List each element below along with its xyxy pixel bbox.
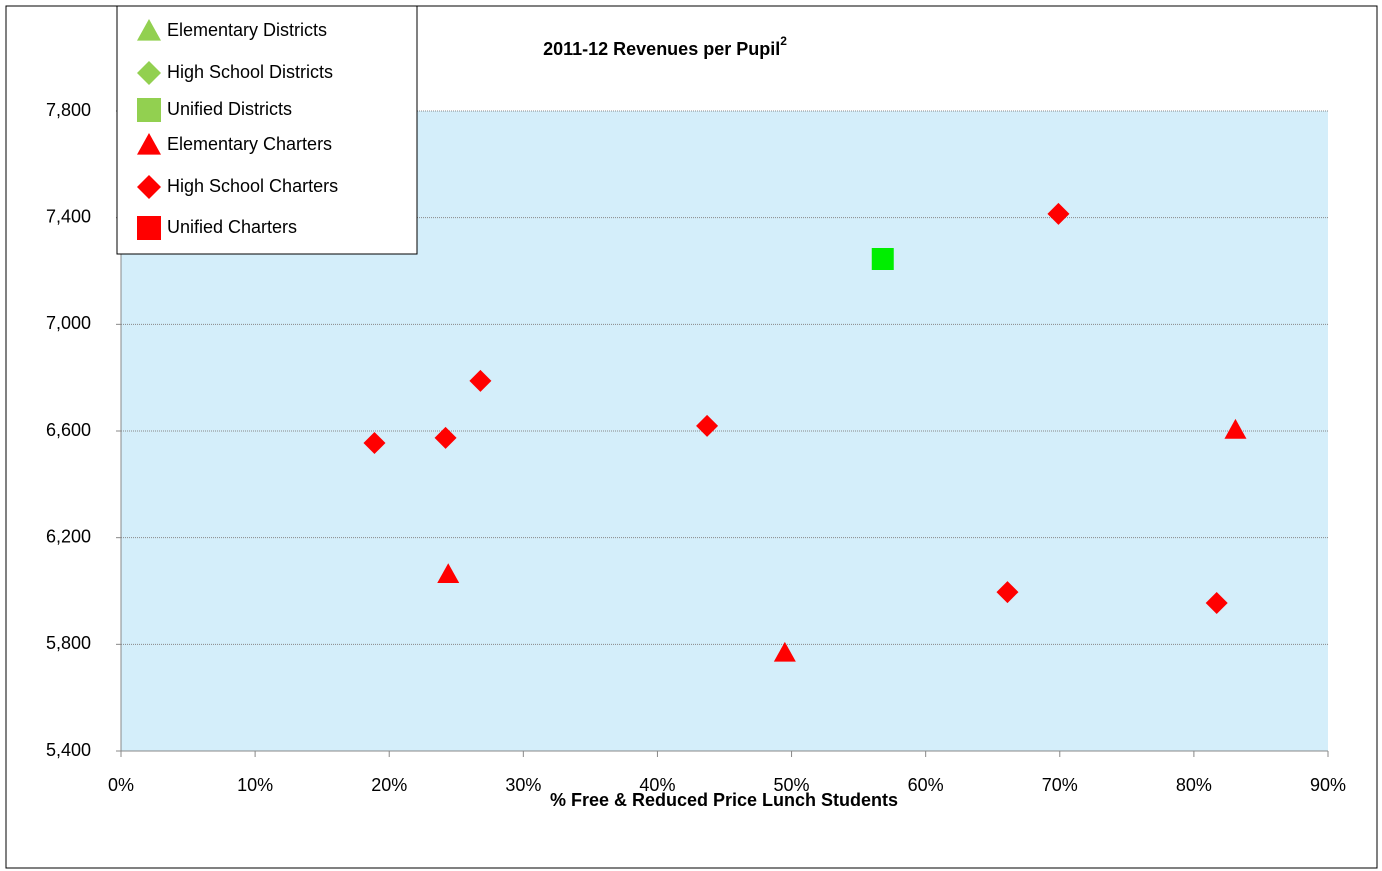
y-tick-label: 5,400 (46, 740, 91, 760)
legend-label: High School Districts (167, 62, 333, 82)
x-tick-label: 20% (371, 775, 407, 795)
point (1205, 592, 1228, 614)
legend-marker (137, 175, 161, 199)
y-tick-label: 6,600 (46, 420, 91, 440)
legend-label: Unified Districts (167, 99, 292, 119)
point (773, 641, 796, 662)
legend-marker (137, 133, 161, 155)
point (696, 414, 719, 437)
point (871, 248, 894, 270)
x-axis-label: % Free & Reduced Price Lunch Students (550, 790, 898, 810)
point (1047, 202, 1070, 225)
title-superscript: 2 (780, 34, 787, 48)
x-tick-label: 10% (237, 775, 273, 795)
y-tick-label: 7,000 (46, 313, 91, 333)
legend-label: Elementary Charters (167, 134, 332, 154)
point (996, 581, 1019, 604)
x-tick-label: 70% (1042, 775, 1078, 795)
x-tick-label: 50% (774, 775, 810, 795)
legend-marker (137, 61, 161, 85)
legend-label: Elementary Districts (167, 20, 327, 40)
legend-marker (137, 216, 161, 240)
point (1224, 418, 1247, 439)
legend-label: Unified Charters (167, 217, 297, 237)
chart-title: 2011-12 Revenues per Pupil2 (543, 34, 787, 59)
point (363, 432, 386, 454)
y-tick-label: 5,800 (46, 633, 91, 653)
y-tick-label: 7,800 (46, 100, 91, 120)
x-tick-label: 30% (505, 775, 541, 795)
legend-label: High School Charters (167, 176, 338, 196)
point (469, 369, 492, 392)
x-tick-label: 80% (1176, 775, 1212, 795)
y-tick-label: 6,200 (46, 526, 91, 546)
y-tick-label: 7,400 (46, 206, 91, 226)
legend-marker (137, 98, 161, 122)
x-tick-label: 90% (1310, 775, 1346, 795)
x-tick-label: 0% (108, 775, 134, 795)
x-tick-label: 40% (639, 775, 675, 795)
x-tick-label: 60% (908, 775, 944, 795)
legend-box (116, 5, 418, 255)
point (434, 426, 457, 449)
legend-marker (137, 19, 161, 41)
title-text: 2011-12 Revenues per Pupil (543, 39, 780, 59)
point (437, 563, 460, 583)
